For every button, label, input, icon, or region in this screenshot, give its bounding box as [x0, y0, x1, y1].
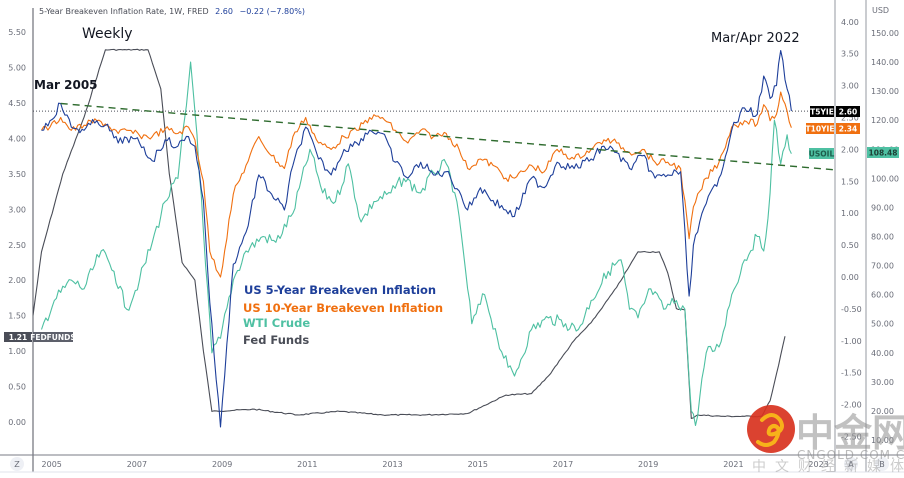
right-a-tick-label: -0.50 — [841, 305, 862, 314]
right-a-tick-label: 0.00 — [841, 273, 859, 282]
left-axis-ticks: 5.50 5.00 4.50 4.00 3.50 3.00 2.50 2.00 1.50 1.00… — [8, 28, 26, 427]
fedfunds-badge-value: 1.21 — [9, 333, 28, 342]
change-value: −0.22 (−7.80%) — [240, 7, 305, 16]
left-tick-label: 5.00 — [8, 64, 26, 73]
right-a-tick-label: -1.50 — [841, 369, 862, 378]
t10yie-badge: T10YIE 2.34 — [806, 123, 860, 134]
right-b-tick-label: 130.00 — [871, 87, 899, 96]
x-tick-label: 2011 — [297, 460, 317, 469]
x-tick-label: 2015 — [468, 460, 488, 469]
left-tick-label: 2.50 — [8, 241, 26, 250]
wti-crude-line — [40, 61, 792, 427]
t10yie-badge-label: T10YIE — [806, 125, 835, 134]
right-b-tick-label: 60.00 — [871, 291, 894, 300]
left-tick-label: 3.00 — [8, 205, 26, 214]
watermark-en: CNGOLD.COM.CN — [797, 448, 904, 462]
watermark-sub: 中文财经新媒体 — [752, 459, 904, 475]
fedfunds-badge: 1.21 FEDFUNDS — [4, 332, 76, 342]
right-a-tick-label: -2.50 — [841, 433, 862, 442]
series-title: 5-Year Breakeven Inflation Rate, 1W, FRE… — [39, 7, 209, 16]
x-tick-label: 2017 — [553, 460, 573, 469]
z-button-label: Z — [14, 460, 20, 469]
a-button-label: A — [848, 460, 854, 469]
series-layer — [32, 48, 835, 428]
right-b-tick-label: 40.00 — [871, 349, 894, 358]
right-a-tick-label: 0.50 — [841, 241, 859, 250]
left-tick-label: 4.00 — [8, 134, 26, 143]
right-b-tick-label: 150.00 — [871, 29, 899, 38]
watermark: 中金网 CNGOLD.COM.CN 中文财经新媒体 — [747, 405, 904, 475]
b-button-label: B — [879, 460, 885, 469]
svg-text:5-Year Breakeven Inflation Rat: 5-Year Breakeven Inflation Rate, 1W, FRE… — [39, 7, 305, 16]
right-b-tick-label: 120.00 — [871, 116, 899, 125]
right-b-tick-label: 80.00 — [871, 233, 894, 242]
right-b-tick-label: 20.00 — [871, 407, 894, 416]
legend: US 5-Year Breakeven Inflation US 10-Year… — [243, 283, 443, 347]
legend-wti: WTI Crude — [243, 316, 310, 330]
a-button[interactable]: A — [844, 457, 858, 471]
right-axis-b-ticks: USD150.00140.00130.00120.00110.00100.009… — [871, 6, 899, 445]
x-tick-label: 2013 — [382, 460, 402, 469]
right-b-tick-label: 50.00 — [871, 320, 894, 329]
left-tick-label: 2.00 — [8, 276, 26, 285]
legend-t5yie: US 5-Year Breakeven Inflation — [244, 283, 436, 297]
left-tick-label: 5.50 — [8, 28, 26, 37]
trendline-dashed — [60, 102, 835, 171]
b-button[interactable]: B — [875, 457, 889, 471]
right-b-tick-label: 140.00 — [871, 58, 899, 67]
legend-t10yie: US 10-Year Breakeven Inflation — [243, 301, 443, 315]
x-tick-label: 2009 — [212, 460, 232, 469]
x-tick-label: 2007 — [127, 460, 147, 469]
annotation-mar-2005: Mar 2005 — [34, 78, 98, 92]
x-tick-label: 2005 — [42, 460, 62, 469]
right-a-tick-label: -1.00 — [841, 337, 862, 346]
t5yie-badge: T5YIE 2.60 — [810, 106, 860, 117]
x-tick-label: 2023 — [808, 460, 828, 469]
right-b-tick-label: 30.00 — [871, 378, 894, 387]
watermark-swirl-icon — [756, 413, 784, 447]
z-button[interactable]: Z — [10, 457, 24, 471]
right-b-tick-label: 90.00 — [871, 203, 894, 212]
left-tick-label: 3.50 — [8, 170, 26, 179]
t5yie-line — [41, 49, 792, 428]
t10yie-line — [41, 91, 792, 278]
right-a-tick-label: 2.50 — [841, 114, 859, 123]
right-a-tick-label: 4.00 — [841, 18, 859, 27]
right-a-tick-label: 3.50 — [841, 50, 859, 59]
right-a-tick-label: 2.00 — [841, 145, 859, 154]
annotation-mar-apr-2022: Mar/Apr 2022 — [711, 31, 800, 46]
fedfunds-badge-label: FEDFUNDS — [30, 333, 76, 342]
t10yie-badge-value: 2.34 — [839, 125, 858, 134]
right-a-tick-label: 1.00 — [841, 209, 859, 218]
left-tick-label: 0.50 — [8, 383, 26, 392]
x-tick-label: 2019 — [638, 460, 658, 469]
x-tick-label: 2021 — [723, 460, 743, 469]
right-a-tick-label: 1.50 — [841, 177, 859, 186]
t5yie-badge-value: 2.60 — [839, 108, 858, 117]
right-b-tick-label: 100.00 — [871, 174, 899, 183]
left-tick-label: 0.00 — [8, 418, 26, 427]
legend-fedfunds: Fed Funds — [243, 333, 309, 347]
right-a-tick-label: 3.00 — [841, 82, 859, 91]
fed-funds-line — [32, 48, 786, 420]
last-value: 2.60 — [215, 7, 233, 16]
left-tick-label: 4.50 — [8, 99, 26, 108]
right-axis-a-ticks: 4.00 3.50 3.00 2.50 2.00 1.50 1.00 0.50 0.00 -0.5… — [841, 18, 862, 442]
left-tick-label: 1.50 — [8, 312, 26, 321]
watermark-cn: 中金网 — [796, 410, 904, 455]
t5yie-badge-label: T5YIE — [810, 108, 834, 117]
right-a-tick-label: -2.00 — [841, 401, 862, 410]
right-b-tick-label: 70.00 — [871, 262, 894, 271]
x-axis-ticks: 2005 2007 2009 2011 2013 2015 2017 2019 2021 2023 — [42, 460, 829, 469]
usoil-badge: USOIL 108.48 — [809, 147, 899, 159]
annotation-weekly: Weekly — [82, 26, 133, 42]
right-b-tick-label: 10.00 — [871, 436, 894, 445]
left-tick-label: 1.00 — [8, 347, 26, 356]
right-b-unit-label: USD — [872, 6, 889, 15]
usoil-badge-label: USOIL — [809, 150, 835, 159]
usoil-badge-value: 108.48 — [869, 149, 898, 158]
